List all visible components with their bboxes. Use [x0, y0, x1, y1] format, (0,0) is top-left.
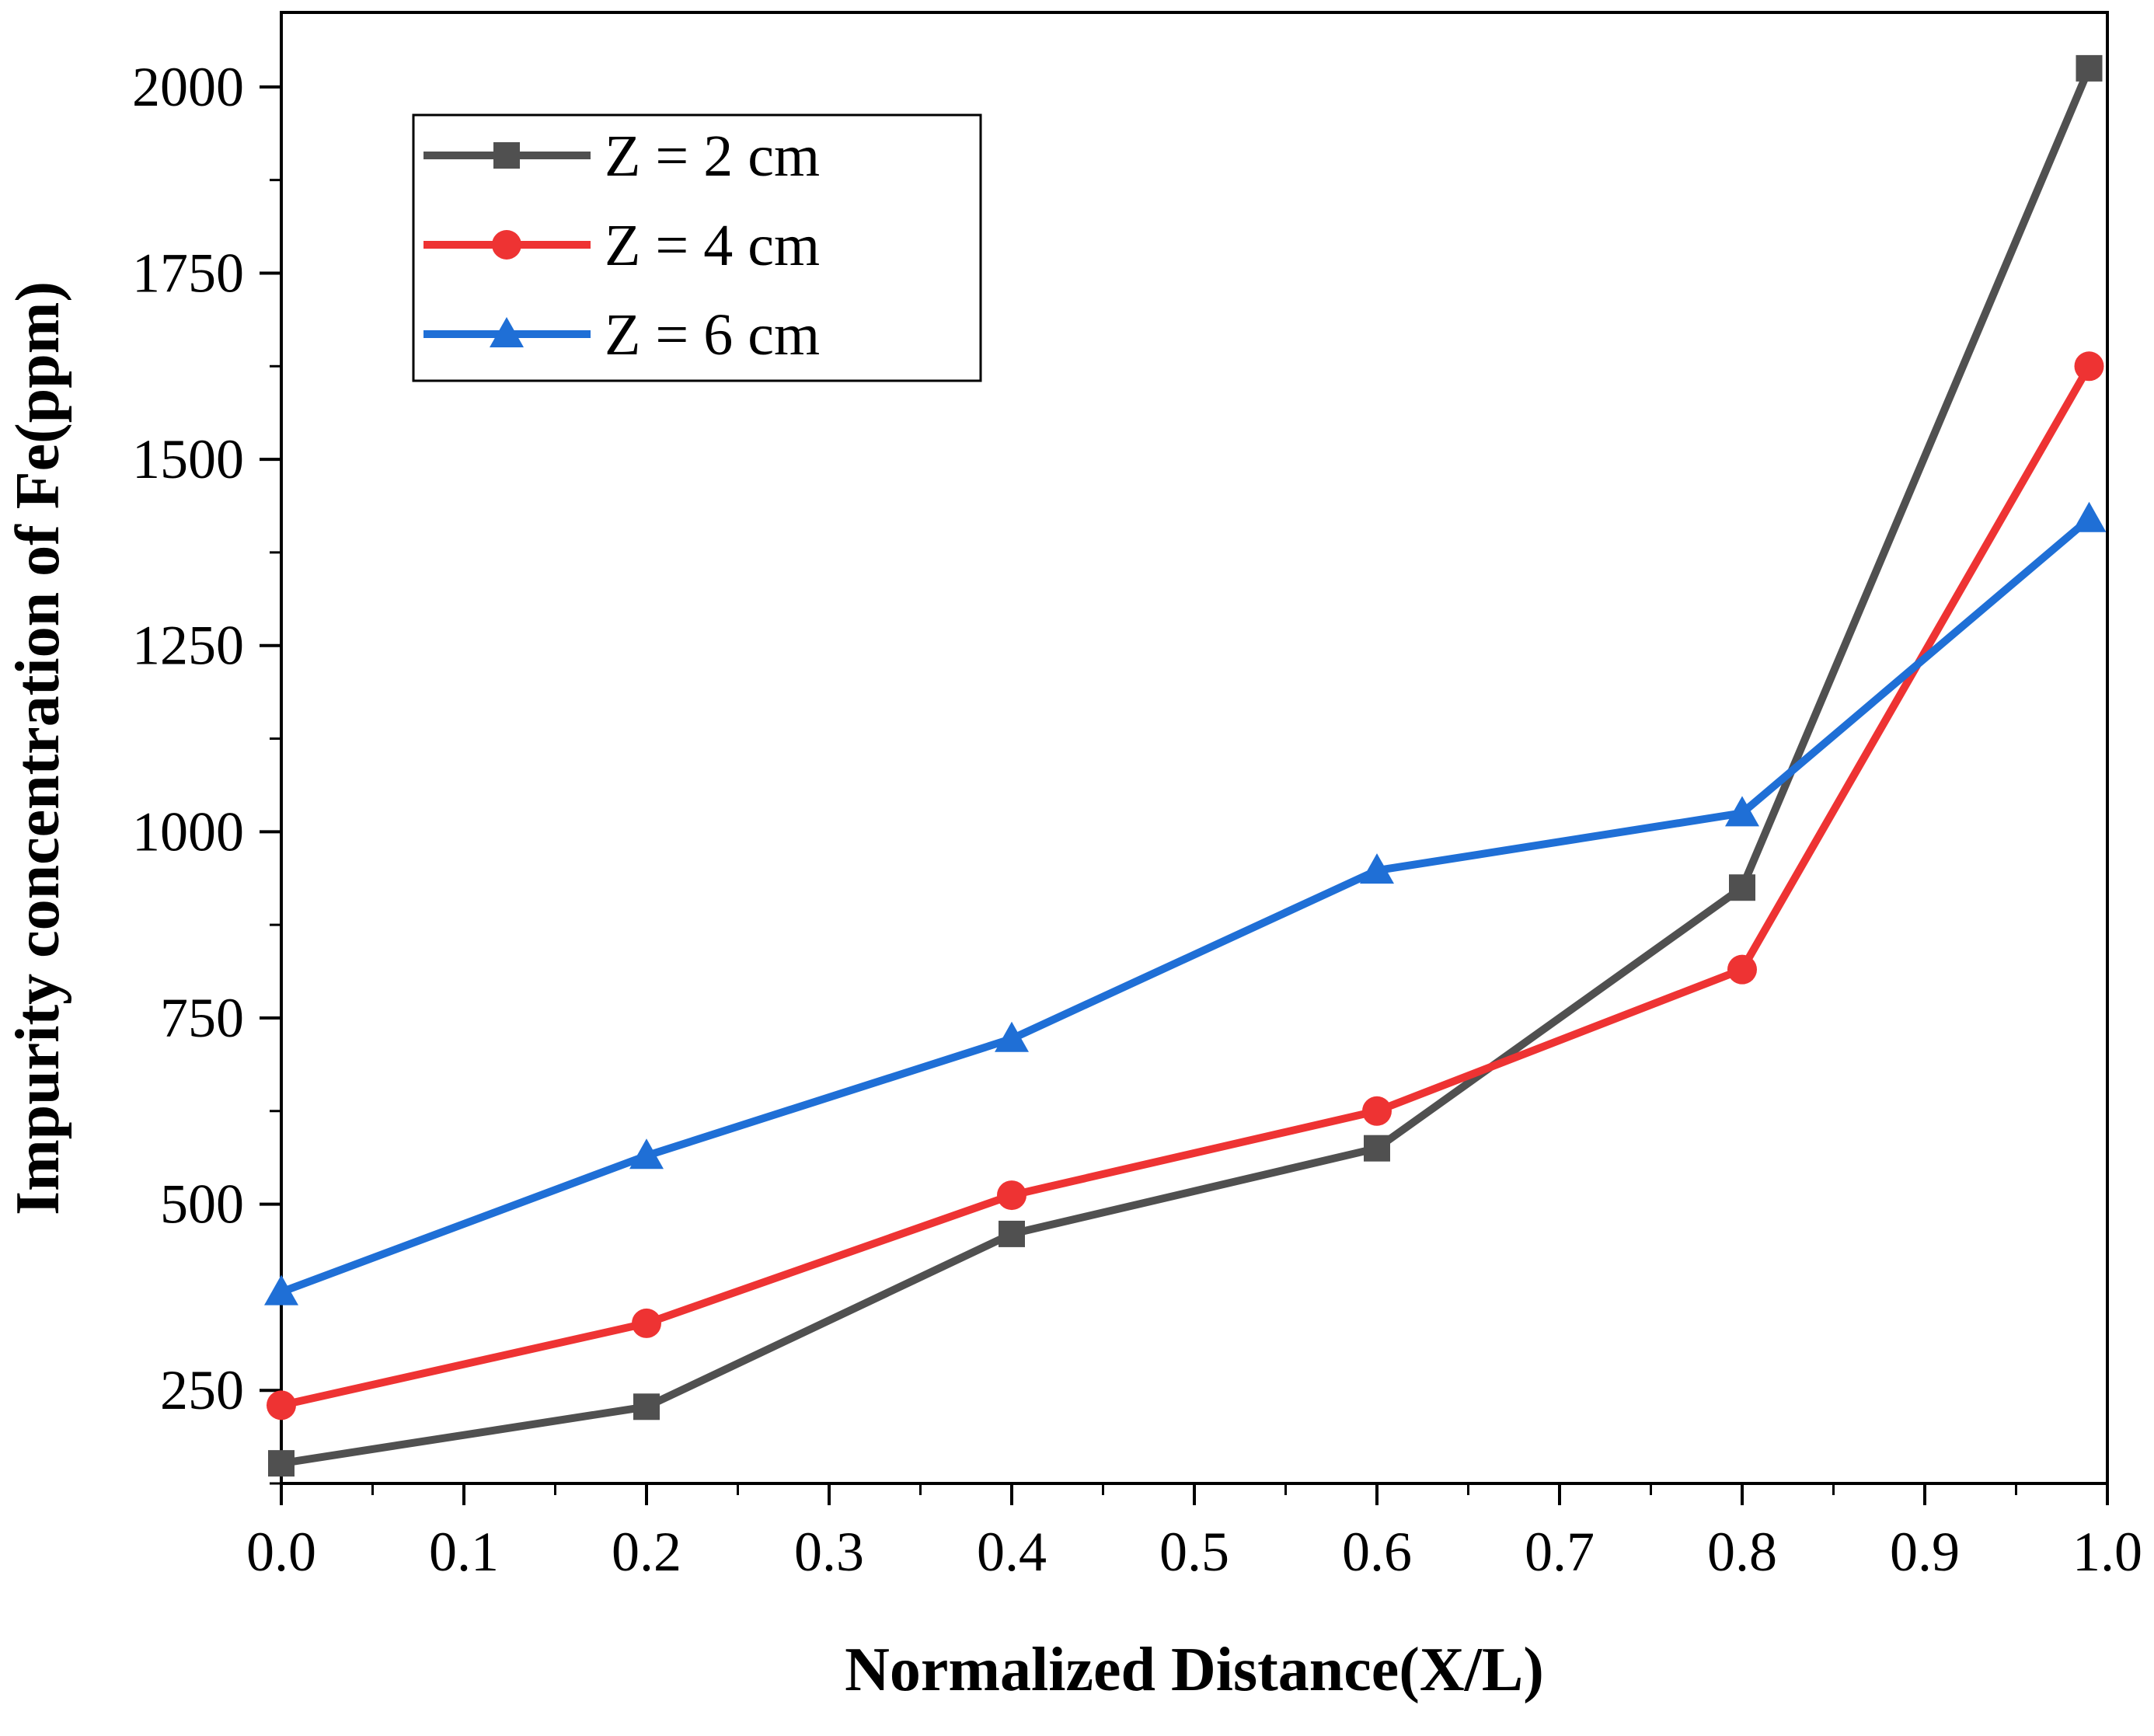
data-point: [633, 1393, 660, 1421]
y-tick-label: 1000: [132, 800, 244, 863]
legend-marker: [492, 230, 521, 260]
x-tick-label: 0.5: [1159, 1521, 1229, 1583]
legend: Z = 2 cm Z = 4 cm Z = 6 cm: [412, 113, 982, 382]
data-point: [264, 1274, 298, 1305]
series-2: [267, 351, 2104, 1421]
series-layer: [264, 54, 2107, 1477]
y-tick-label: 1750: [132, 242, 244, 304]
x-tick-label: 0.1: [429, 1521, 499, 1583]
data-point: [2074, 351, 2104, 382]
y-tick-label: 500: [160, 1173, 244, 1236]
series-3: [264, 501, 2107, 1305]
data-point: [1364, 1135, 1390, 1162]
legend-marker: [493, 142, 520, 169]
data-point: [1727, 954, 1757, 985]
x-tick-label: 0.3: [794, 1521, 864, 1583]
y-tick-label: 1500: [132, 428, 244, 490]
data-point: [2072, 501, 2107, 532]
y-tick-label: 250: [160, 1359, 244, 1421]
x-tick-label: 0.4: [977, 1521, 1047, 1583]
y-tick-label: 1250: [132, 615, 244, 677]
data-point: [1725, 796, 1759, 827]
data-point: [629, 1138, 664, 1170]
data-point: [997, 1180, 1026, 1211]
x-tick-label: 0.9: [1890, 1521, 1960, 1583]
data-point: [999, 1220, 1025, 1247]
x-tick-label: 0.2: [612, 1521, 681, 1583]
data-point: [632, 1308, 661, 1338]
data-point: [1360, 853, 1394, 884]
x-tick-label: 1.0: [2072, 1521, 2142, 1583]
y-axis-title: Impurity concentration of Fe(ppm): [4, 281, 72, 1215]
data-point: [995, 1021, 1029, 1052]
data-point: [267, 1390, 296, 1421]
x-tick-label: 0.0: [246, 1521, 316, 1583]
legend-marker: [490, 317, 524, 347]
series-line: [280, 364, 2093, 1410]
y-tick-label: 750: [160, 987, 244, 1049]
data-point: [1362, 1096, 1392, 1126]
legend-entry: Z = 6 cm: [423, 302, 820, 368]
x-tick-label: 0.8: [1707, 1521, 1777, 1583]
legend-label: Z = 2 cm: [605, 124, 820, 189]
legend-entry: Z = 2 cm: [423, 124, 820, 189]
legend-label: Z = 6 cm: [605, 302, 820, 368]
x-axis-title: Normalized Distance(X/L): [845, 1636, 1544, 1704]
series-line: [281, 66, 2093, 1468]
x-tick-label: 0.7: [1525, 1521, 1595, 1583]
series-line: [280, 515, 2092, 1296]
series-1: [268, 54, 2103, 1477]
y-axis-ticks: 250 500 750 1000 1250 1500 1750 2000: [132, 56, 281, 1485]
data-point: [1729, 874, 1755, 901]
data-point: [2076, 54, 2103, 82]
legend-entry: Z = 4 cm: [423, 213, 820, 278]
x-tick-label: 0.6: [1342, 1521, 1412, 1583]
x-axis-ticks: 0.0 0.1 0.2 0.3 0.4 0.5 0.6 0.7 0.8 0.9 1.0: [246, 1483, 2142, 1583]
legend-label: Z = 4 cm: [605, 213, 820, 278]
data-point: [268, 1450, 295, 1477]
y-tick-label: 2000: [132, 56, 244, 118]
